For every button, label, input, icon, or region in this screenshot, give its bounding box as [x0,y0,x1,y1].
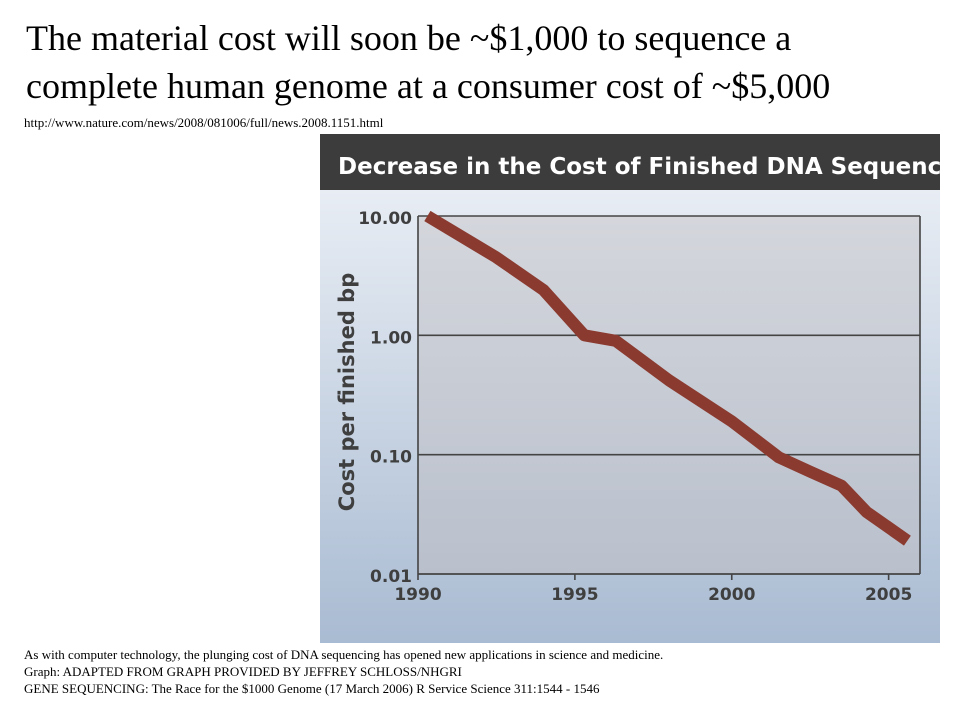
axes [417,216,921,580]
x-tick-label-2: 2000 [708,585,755,605]
caption-line-1: As with computer technology, the plungin… [24,647,664,662]
plot-area [418,216,920,574]
y-tick-label-2: 1.00 [370,328,412,348]
chart-panel: Decrease in the Cost of Finished DNA Seq… [320,134,940,643]
slide-title-line-1: The material cost will soon be ~$1,000 t… [26,18,792,58]
y-tick-label-0: 0.01 [370,567,412,587]
tick-labels: 0.01 0.10 1.00 10.00 1990 1995 2000 2005 [358,209,912,605]
data-series [424,210,911,546]
cost-chart: Decrease in the Cost of Finished DNA Seq… [320,134,940,643]
slide-title-line-2: complete human genome at a consumer cost… [26,66,831,106]
source-url[interactable]: http://www.nature.com/news/2008/081006/f… [24,115,384,130]
x-tick-label-1: 1995 [551,585,598,605]
slide-title: The material cost will soon be ~$1,000 t… [26,14,946,110]
y-tick-label-1: 0.10 [370,448,412,468]
y-tick-label-3: 10.00 [358,209,412,229]
series-line-0 [424,210,911,546]
x-tick-label-0: 1990 [394,585,441,605]
caption: As with computer technology, the plungin… [24,646,944,697]
caption-line-2: Graph: ADAPTED FROM GRAPH PROVIDED BY JE… [24,664,462,679]
y-axis-label: Cost per finished bp [335,273,359,511]
x-tick-label-3: 2005 [865,585,912,605]
caption-line-3: GENE SEQUENCING: The Race for the $1000 … [24,681,600,696]
chart-title: Decrease in the Cost of Finished DNA Seq… [338,154,940,180]
chart-header-bar [320,134,940,190]
